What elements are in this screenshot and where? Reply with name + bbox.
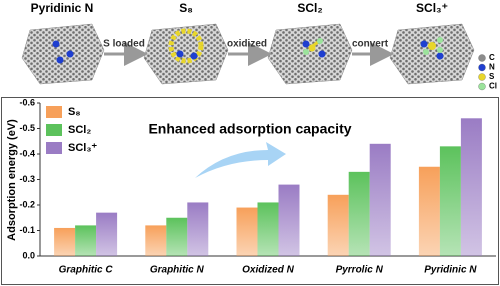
y-tick-label: -0.1	[19, 225, 35, 235]
bar	[257, 202, 279, 256]
plot: -0.6 -0.5 -0.4 -0.3 -0.2 -0.1 0.0 Graphitic C Gr…	[19, 97, 496, 276]
bar	[54, 227, 76, 256]
bar	[187, 202, 209, 256]
atom-swatch	[478, 63, 486, 72]
trend-arrow	[195, 142, 286, 178]
x-tick-label: Pyridinic N	[424, 265, 477, 276]
y-tick-label: -0.4	[19, 148, 35, 158]
bar	[236, 207, 258, 256]
step-label: convert	[352, 39, 389, 50]
stage-label: SCl₂	[297, 1, 322, 15]
legend-label: SCl₃⁺	[68, 142, 97, 154]
atom-swatch	[478, 54, 486, 62]
bar	[166, 217, 188, 256]
y-tick-label: -0.5	[19, 123, 35, 133]
annotation: Enhanced adsorption capacity	[148, 121, 351, 137]
bar	[348, 171, 370, 256]
y-axis-label: Adsorption energy (eV)	[6, 119, 18, 241]
x-tick-label: Pyrrolic N	[336, 265, 384, 276]
x-tick-label: Graphitic N	[150, 265, 205, 276]
atom-label: C	[489, 53, 495, 62]
x-tick-label: Graphitic C	[59, 265, 114, 276]
y-tick-label: 0.0	[22, 250, 35, 260]
atom-label: N	[489, 63, 495, 72]
legend-label: SCl₂	[68, 124, 91, 136]
step-label: S loaded	[103, 39, 145, 50]
bar	[418, 166, 440, 256]
molecule-structures	[21, 23, 475, 85]
bar	[96, 212, 118, 256]
bar	[327, 194, 349, 256]
stage-label: S₈	[179, 1, 193, 15]
bar	[145, 225, 167, 256]
stage-label: Pyridinic N	[31, 1, 94, 15]
y-tick-label: -0.3	[19, 174, 35, 184]
atom-label: S	[489, 72, 495, 81]
atom-label: Cl	[489, 82, 497, 91]
bar	[439, 146, 461, 256]
bar	[278, 184, 300, 256]
atom-swatch	[478, 82, 486, 91]
legend-swatch	[46, 124, 62, 136]
legend-swatch	[46, 142, 62, 154]
y-tick-label: -0.2	[19, 199, 35, 209]
step-label: oxidized	[227, 39, 267, 50]
y-tick-label: -0.6	[19, 97, 35, 107]
chart-frame	[1, 97, 499, 285]
bar	[369, 143, 391, 256]
bar	[460, 118, 482, 256]
x-tick-label: Oxidized N	[242, 265, 294, 276]
legend-swatch	[46, 106, 62, 118]
legend-label: S₈	[68, 106, 81, 118]
atom-swatch	[478, 73, 486, 81]
stage-label: SCl₃⁺	[416, 1, 448, 15]
bar	[75, 225, 97, 256]
